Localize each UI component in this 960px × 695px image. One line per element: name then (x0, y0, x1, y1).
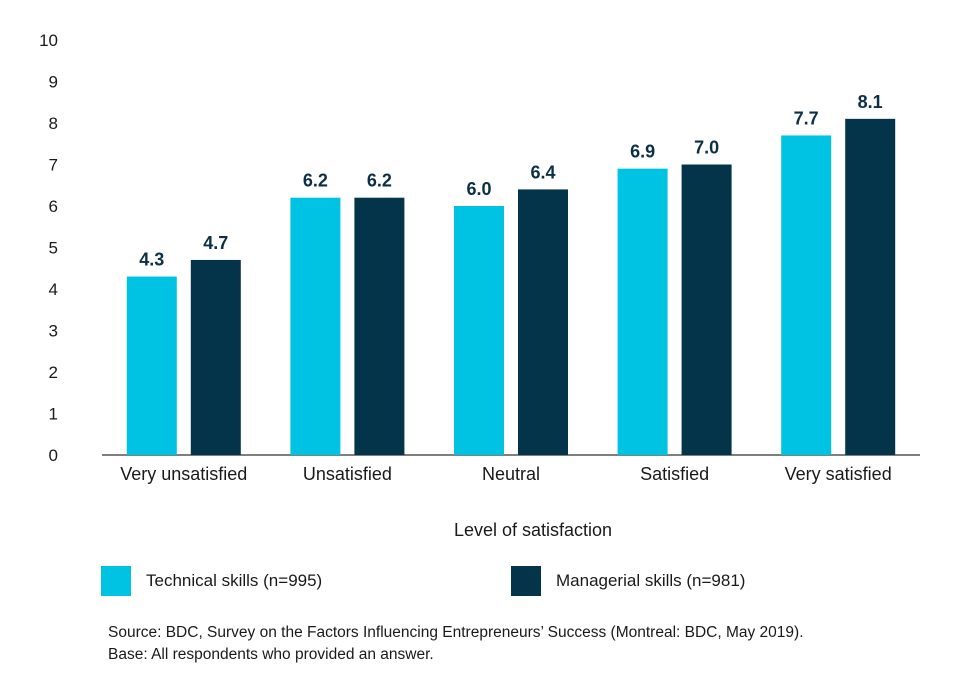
x-category-label: Satisfied (640, 464, 709, 484)
bar-value-label: 6.2 (303, 171, 328, 191)
bar-technical (290, 197, 341, 455)
bar-value-label: 6.4 (530, 162, 555, 182)
bar-value-label: 6.9 (630, 142, 655, 162)
bar-managerial (354, 197, 405, 455)
y-tick-label: 0 (49, 446, 58, 465)
legend-label-technical: Technical skills (n=995) (146, 571, 323, 590)
x-category-label: Very satisfied (785, 464, 892, 484)
legend-item-technical: Technical skills (n=995) (101, 566, 322, 596)
bar-value-label: 7.7 (794, 108, 819, 128)
bar-technical (126, 276, 177, 455)
x-axis-title: Level of satisfaction (453, 520, 613, 540)
bar-managerial (518, 189, 568, 455)
bar-value-label: 7.0 (694, 138, 719, 158)
y-tick-label: 4 (49, 280, 58, 299)
bar-technical (781, 135, 832, 455)
bar-value-label: 4.7 (203, 233, 228, 253)
bar-managerial (681, 164, 732, 455)
legend-swatch-managerial (511, 566, 541, 596)
bar-value-label: 6.0 (466, 179, 491, 199)
y-tick-label: 8 (49, 114, 58, 133)
source-text: Source: BDC, Survey on the Factors Influ… (108, 624, 804, 641)
y-tick-label: 5 (49, 239, 58, 258)
bar-technical (617, 168, 668, 455)
y-tick-label: 10 (39, 31, 58, 50)
x-category-label: Neutral (482, 464, 540, 484)
bar-value-label: 8.1 (858, 92, 883, 112)
legend: Technical skills (n=995) Managerial skil… (101, 566, 960, 596)
y-tick-label: 2 (49, 363, 58, 382)
bar-chart: 0 1 2 3 4 5 6 7 8 9 10 4.3 4.7 Very unsatisfied 6.2 6.2… (39, 31, 920, 484)
legend-swatch-technical (101, 566, 131, 596)
bar-technical (454, 206, 504, 455)
y-tick-label: 3 (49, 322, 58, 341)
legend-label-managerial: Managerial skills (n=981) (556, 571, 746, 590)
y-tick-label: 1 (49, 405, 58, 424)
bar-value-label: 6.2 (367, 171, 392, 191)
source-note: Source: BDC, Survey on the Factors Influ… (108, 622, 804, 666)
legend-item-managerial: Managerial skills (n=981) (511, 566, 745, 596)
bar-value-label: 4.3 (139, 250, 164, 270)
base-text: Base: All respondents who provided an an… (108, 646, 434, 663)
x-category-label: Very unsatisfied (120, 464, 247, 484)
y-tick-label: 7 (49, 156, 58, 175)
bar-managerial (190, 259, 241, 455)
y-tick-label: 6 (49, 197, 58, 216)
x-category-label: Unsatisfied (303, 464, 392, 484)
bar-managerial (845, 118, 896, 455)
y-tick-label: 9 (49, 73, 58, 92)
